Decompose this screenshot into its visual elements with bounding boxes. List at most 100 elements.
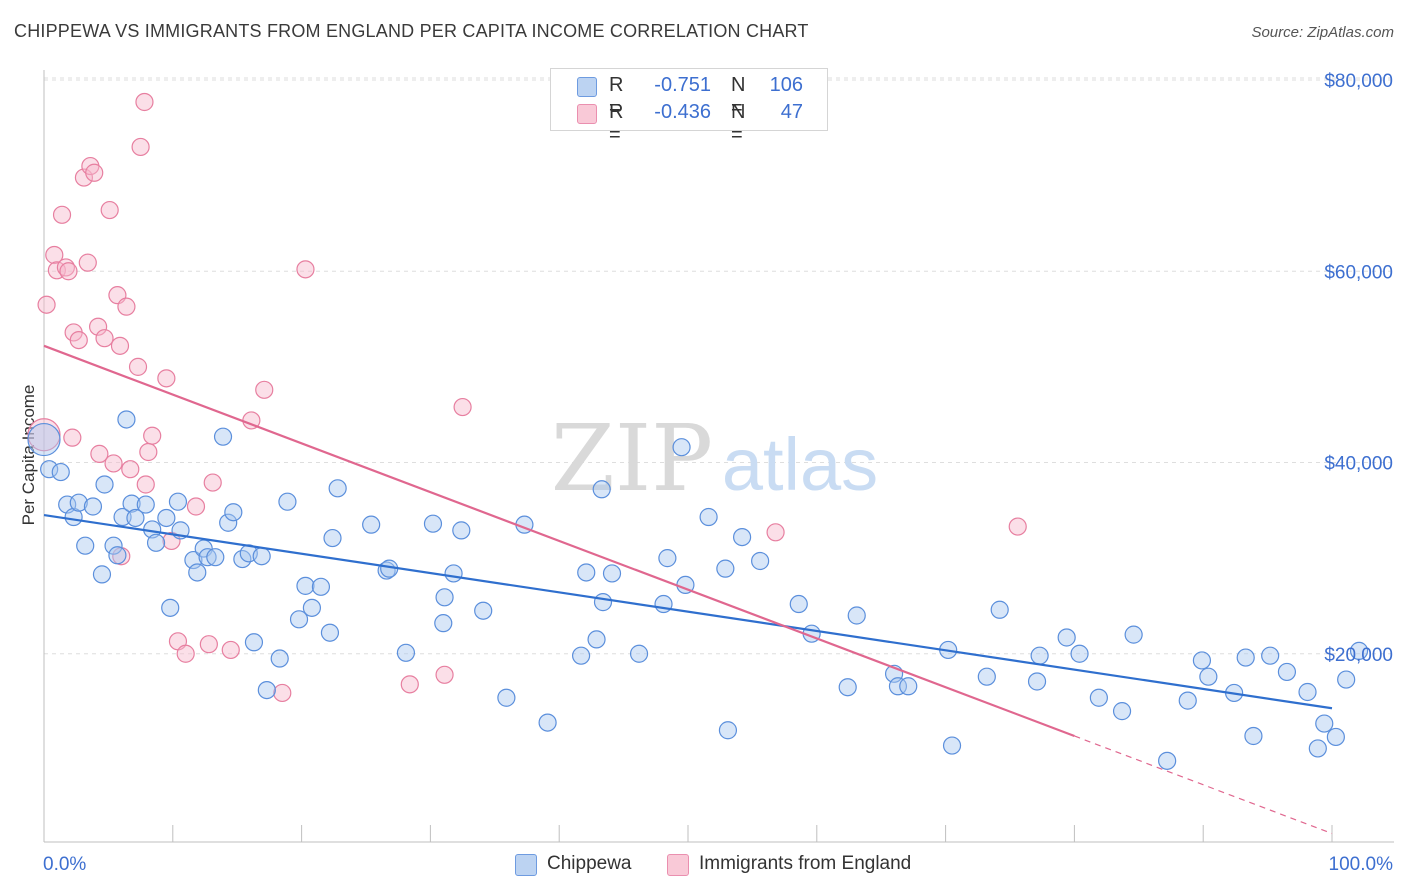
data-point-chippewa — [83, 497, 103, 516]
data-point-england — [186, 497, 206, 516]
data-point-england — [27, 418, 61, 452]
data-point-chippewa — [942, 736, 962, 755]
data-point-england — [74, 168, 94, 187]
data-point-chippewa — [1244, 726, 1263, 746]
legend-swatch-england — [577, 104, 597, 124]
data-point-england — [78, 253, 97, 272]
data-point-england — [1008, 517, 1027, 536]
data-point-chippewa — [1236, 648, 1255, 667]
data-point-england — [59, 262, 78, 281]
data-point-chippewa — [1158, 751, 1177, 770]
data-point-chippewa — [161, 598, 180, 617]
data-point-chippewa — [122, 494, 141, 513]
trend-line-chippewa — [43, 514, 1333, 710]
data-point-chippewa — [1178, 691, 1197, 710]
data-point-chippewa — [888, 677, 908, 696]
data-point-chippewa — [699, 507, 718, 527]
data-point-chippewa — [69, 493, 88, 512]
data-point-chippewa — [1277, 662, 1297, 682]
data-point-chippewa — [1298, 682, 1317, 702]
data-point-chippewa — [76, 536, 95, 555]
data-point-chippewa — [577, 563, 596, 582]
data-point-chippewa — [658, 549, 677, 568]
y-tick-label: $60,000 — [1324, 262, 1393, 283]
source-credit: Source: ZipAtlas.com — [1251, 24, 1394, 41]
data-point-chippewa — [444, 564, 463, 583]
legend-swatch-chippewa — [577, 77, 597, 97]
y-tick-label: $20,000 — [1324, 645, 1393, 666]
data-point-england — [143, 426, 162, 445]
data-point-chippewa — [751, 551, 770, 571]
data-point-chippewa — [718, 721, 738, 740]
data-point-chippewa — [1124, 625, 1143, 644]
data-point-england — [255, 380, 274, 399]
data-point-england — [453, 397, 472, 417]
data-point-england — [104, 454, 123, 473]
data-point-chippewa — [244, 633, 264, 652]
data-point-chippewa — [716, 559, 735, 578]
data-point-chippewa — [838, 678, 857, 697]
legend-n-label: N = — [731, 74, 746, 119]
legend-r-label: R = — [609, 74, 624, 119]
data-point-chippewa — [1349, 641, 1369, 660]
data-point-chippewa — [296, 576, 315, 595]
data-point-chippewa — [108, 546, 127, 565]
data-point-chippewa — [136, 495, 155, 514]
legend-r-value: -0.436 — [654, 101, 711, 123]
data-point-england — [45, 245, 64, 265]
data-point-chippewa — [474, 601, 493, 620]
data-point-chippewa — [899, 677, 918, 696]
legend-r-label: R = — [609, 101, 624, 146]
data-point-chippewa — [1057, 628, 1076, 647]
series-chippewa-points — [27, 410, 1369, 770]
trend-line-england — [43, 344, 1075, 738]
data-point-england — [273, 683, 292, 703]
data-point-chippewa — [592, 480, 611, 499]
data-point-chippewa — [168, 492, 188, 511]
legend-label-chippewa: Chippewa — [547, 853, 632, 874]
data-point-chippewa — [257, 680, 276, 700]
data-point-england — [135, 92, 154, 112]
watermark: ZIP atlas — [551, 405, 878, 512]
data-point-chippewa — [1027, 672, 1047, 691]
data-point-england — [296, 260, 315, 279]
data-point-chippewa — [1261, 646, 1280, 665]
data-point-england — [117, 297, 136, 316]
data-point-chippewa — [452, 521, 471, 540]
legend-swatch-england — [667, 854, 689, 876]
data-point-chippewa — [328, 479, 347, 498]
tick-labels: $20,000 $40,000 $60,000 $80,000 0.0% 100.0% — [43, 71, 1393, 875]
data-point-chippewa — [213, 427, 233, 446]
data-point-chippewa — [1030, 646, 1049, 665]
data-point-chippewa — [92, 565, 112, 584]
data-point-england — [203, 473, 222, 492]
axes — [43, 70, 1394, 843]
data-point-chippewa — [977, 667, 996, 686]
data-point-england — [88, 317, 108, 336]
data-point-england — [136, 475, 155, 494]
data-point-chippewa — [51, 462, 70, 482]
data-point-chippewa — [40, 460, 59, 479]
data-point-england — [139, 442, 158, 462]
data-point-england — [69, 331, 88, 350]
data-point-chippewa — [434, 614, 453, 633]
data-point-england — [199, 635, 218, 654]
data-point-chippewa — [1199, 667, 1218, 686]
watermark-zip: ZIP — [551, 405, 713, 512]
data-point-chippewa — [320, 623, 340, 642]
data-point-england — [90, 444, 109, 463]
data-point-england — [52, 205, 72, 224]
data-point-chippewa — [188, 563, 207, 582]
data-point-england — [85, 163, 104, 182]
data-point-england — [400, 675, 419, 694]
data-point-chippewa — [117, 410, 136, 429]
data-point-chippewa — [1326, 727, 1345, 747]
data-point-chippewa — [1308, 739, 1327, 758]
data-point-england — [110, 336, 130, 355]
y-tick-label: $80,000 — [1324, 71, 1393, 92]
data-point-chippewa — [789, 594, 808, 614]
trend-lines — [43, 344, 1333, 835]
series-legend: Chippewa Immigrants from England — [0, 852, 1406, 878]
data-point-chippewa — [311, 577, 331, 596]
